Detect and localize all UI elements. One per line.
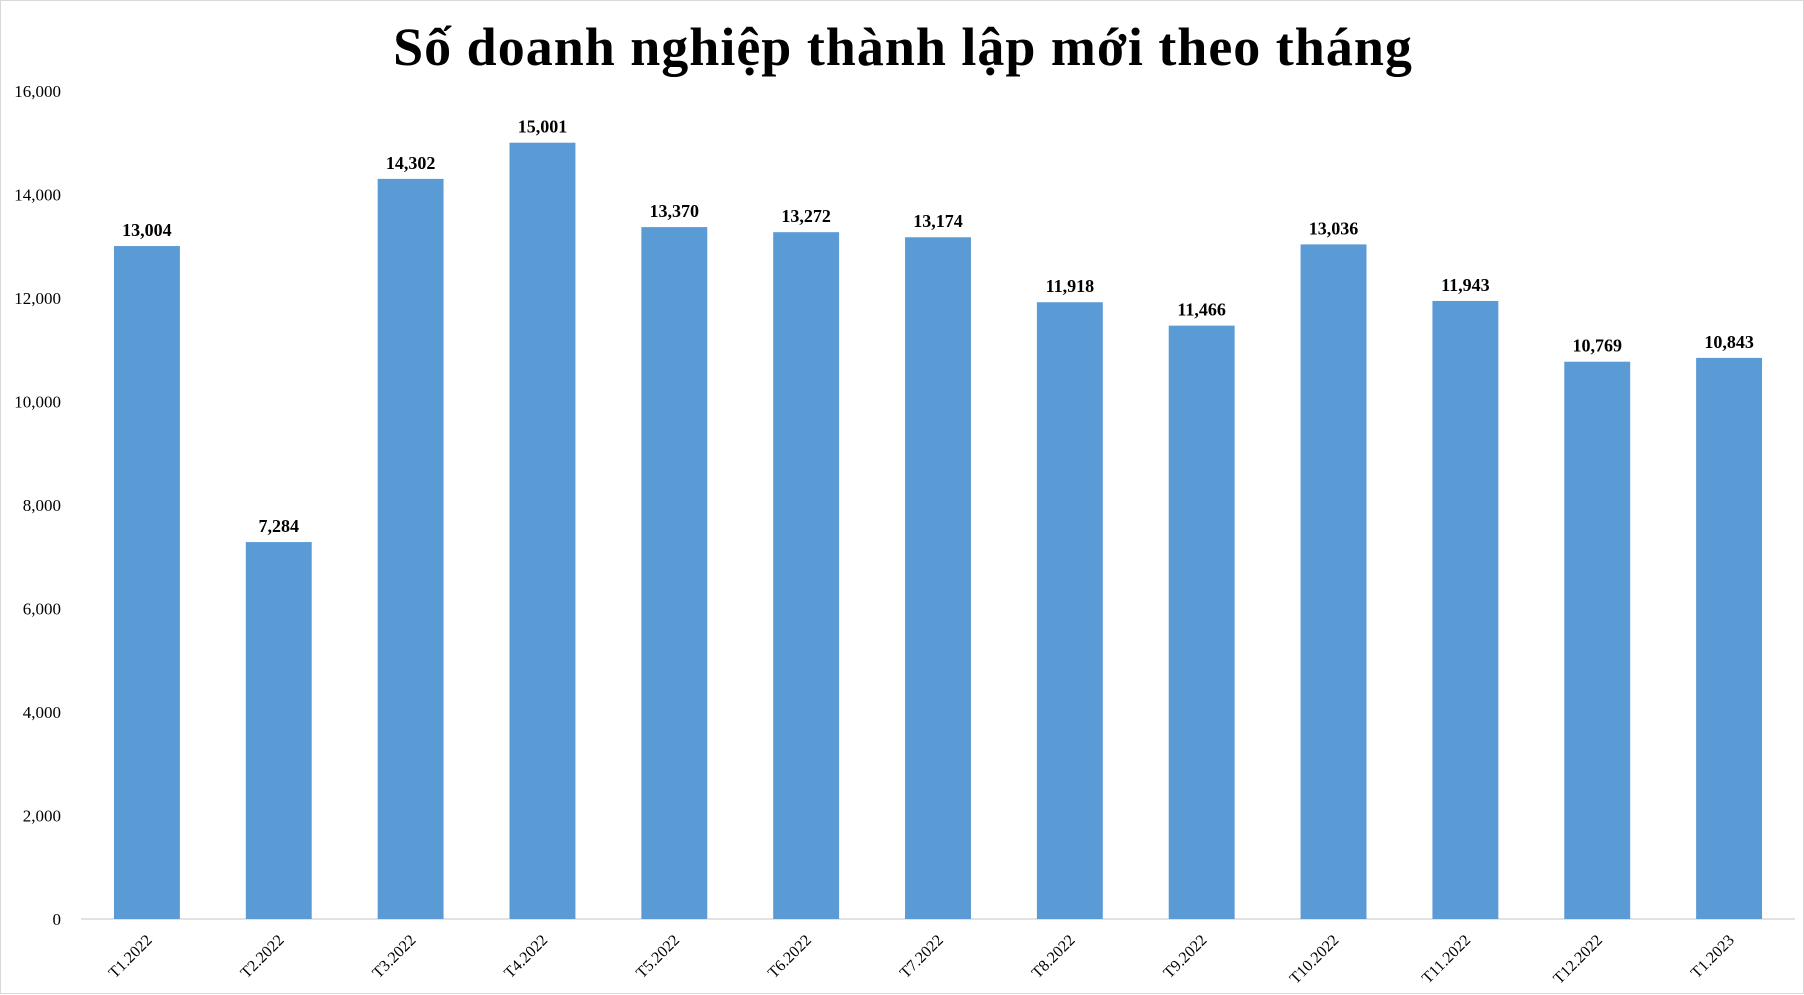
bar — [1564, 361, 1631, 920]
bar — [1036, 302, 1103, 919]
data-label: 14,302 — [386, 153, 436, 173]
x-tick-label: T12.2022 — [1550, 932, 1606, 988]
x-tick-label: T1.2023 — [1688, 932, 1738, 982]
bar — [1300, 244, 1367, 920]
y-tick-label: 14,000 — [14, 186, 61, 205]
y-tick-label: 4,000 — [23, 703, 61, 722]
y-tick-label: 2,000 — [23, 807, 61, 826]
x-tick-label: T7.2022 — [897, 932, 947, 982]
x-tick-label: T3.2022 — [369, 932, 419, 982]
x-tick-label: T5.2022 — [633, 932, 683, 982]
y-tick-label: 12,000 — [14, 289, 61, 308]
bar — [1432, 300, 1499, 920]
y-tick-label: 8,000 — [23, 496, 61, 515]
data-label: 13,174 — [913, 211, 963, 231]
data-label: 10,843 — [1704, 332, 1754, 352]
y-tick-label: 6,000 — [23, 600, 61, 619]
bar — [113, 246, 180, 920]
bar — [245, 542, 312, 919]
x-tick-label: T4.2022 — [501, 932, 551, 982]
x-tick-label: T10.2022 — [1287, 932, 1343, 988]
x-tick-label: T1.2022 — [106, 932, 156, 982]
data-label: 7,284 — [259, 516, 300, 536]
x-tick-label: T6.2022 — [765, 932, 815, 982]
bar — [641, 227, 708, 920]
data-label: 11,943 — [1441, 275, 1490, 295]
y-tick-label: 0 — [53, 910, 62, 929]
data-label: 13,272 — [781, 206, 831, 226]
data-label: 10,769 — [1572, 336, 1622, 356]
y-tick-label: 16,000 — [14, 82, 61, 101]
data-label: 11,466 — [1177, 300, 1226, 320]
x-tick-label: T11.2022 — [1419, 932, 1474, 987]
data-label: 11,918 — [1046, 276, 1095, 296]
data-label: 15,001 — [518, 117, 568, 137]
x-tick-label: T2.2022 — [238, 932, 288, 982]
x-tick-label: T8.2022 — [1029, 932, 1079, 982]
bar — [1696, 357, 1763, 919]
data-label: 13,036 — [1309, 218, 1359, 238]
bar — [377, 178, 444, 919]
bar — [509, 142, 576, 920]
bar — [1168, 325, 1235, 919]
data-label: 13,370 — [650, 201, 700, 221]
bar — [905, 237, 971, 920]
bar — [773, 232, 840, 919]
y-tick-label: 10,000 — [14, 393, 61, 412]
data-label: 13,004 — [122, 220, 172, 240]
chart-title: Số doanh nghiệp thành lập mới theo tháng — [393, 17, 1413, 77]
x-tick-label: T9.2022 — [1160, 932, 1210, 982]
